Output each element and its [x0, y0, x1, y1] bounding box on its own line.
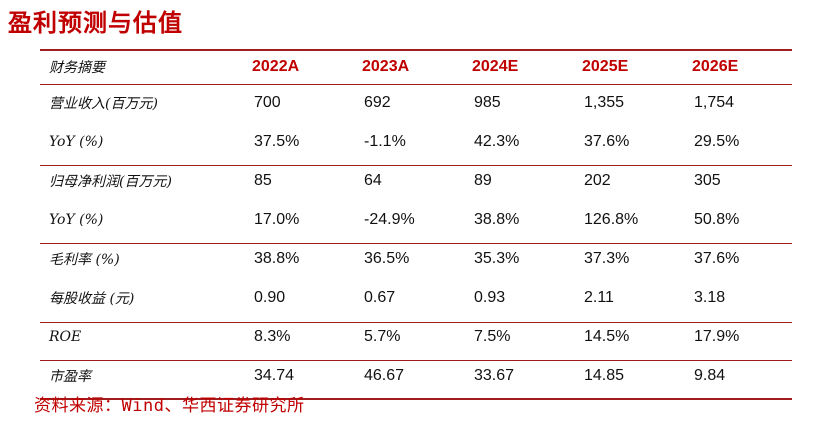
- table-cell: 14.85: [584, 366, 625, 384]
- row-label: 每股收益 (元): [49, 290, 135, 307]
- table-cell: 692: [364, 93, 391, 111]
- table-cell: 3.18: [694, 288, 726, 306]
- table-cell: 0.90: [254, 288, 286, 306]
- table-row-eps: 每股收益 (元) 0.90 0.67 0.93 2.11 3.18: [40, 278, 792, 317]
- table-bottom-rule: [40, 398, 792, 400]
- table-cell: 14.5%: [584, 327, 630, 345]
- row-label: 市盈率: [49, 368, 91, 385]
- table-cell: 85: [254, 171, 272, 189]
- source-note: 资料来源：Wind、华西证券研究所: [34, 396, 305, 416]
- table-cell: 37.6%: [584, 132, 630, 150]
- table-row-roe: ROE 8.3% 5.7% 7.5% 14.5% 17.9%: [40, 317, 792, 356]
- table-cell: 37.3%: [584, 249, 630, 267]
- table-cell: 305: [694, 171, 721, 189]
- row-label: ROE: [49, 328, 82, 345]
- table-cell: 0.93: [474, 288, 506, 306]
- row-label: YoY (%): [49, 133, 104, 150]
- table-cell: 2.11: [584, 288, 614, 306]
- table-cell: 29.5%: [694, 132, 740, 150]
- table-cell: 36.5%: [364, 249, 410, 267]
- table-cell: 38.8%: [474, 210, 520, 228]
- table-cell: 37.6%: [694, 249, 740, 267]
- row-label: YoY (%): [49, 211, 104, 228]
- table-cell: -1.1%: [364, 132, 406, 150]
- financial-summary-table: 财务摘要 2022A 2023A 2024E 2025E 2026E 营业收入(…: [40, 51, 792, 395]
- table-cell: 17.9%: [694, 327, 740, 345]
- table-cell: 985: [474, 93, 501, 111]
- header-label: 财务摘要: [49, 60, 105, 76]
- table-cell: 9.84: [694, 366, 726, 384]
- table-row-gross-margin: 毛利率 (%) 38.8% 36.5% 35.3% 37.3% 37.6%: [40, 239, 792, 278]
- table-cell: 37.5%: [254, 132, 300, 150]
- table-cell: 64: [364, 171, 382, 189]
- group-divider-4: [40, 360, 792, 361]
- table-cell: 8.3%: [254, 327, 291, 345]
- table-cell: -24.9%: [364, 210, 415, 228]
- group-divider-3: [40, 322, 792, 323]
- table-cell: 35.3%: [474, 249, 520, 267]
- year-header: 2022A: [252, 58, 300, 75]
- table-row-revenue: 营业收入(百万元) 700 692 985 1,355 1,754: [40, 83, 792, 122]
- year-header: 2023A: [362, 58, 410, 75]
- table-cell: 34.74: [254, 366, 295, 384]
- row-label: 归母净利润(百万元): [49, 173, 172, 190]
- group-divider-2: [40, 243, 792, 244]
- table-top-rule: [40, 49, 792, 51]
- table-cell: 33.67: [474, 366, 515, 384]
- table-cell: 1,355: [584, 93, 625, 111]
- year-header: 2024E: [472, 58, 519, 75]
- header-divider: [40, 84, 792, 85]
- table-cell: 46.67: [364, 366, 405, 384]
- table-row-net-profit-yoy: YoY (%) 17.0% -24.9% 38.8% 126.8% 50.8%: [40, 200, 792, 239]
- row-label: 毛利率 (%): [49, 251, 120, 268]
- table-cell: 202: [584, 171, 611, 189]
- table-cell: 38.8%: [254, 249, 300, 267]
- page-title: 盈利预测与估值: [8, 8, 183, 37]
- table-cell: 50.8%: [694, 210, 740, 228]
- table-cell: 42.3%: [474, 132, 520, 150]
- table-cell: 17.0%: [254, 210, 300, 228]
- group-divider-1: [40, 165, 792, 166]
- table-row-net-profit: 归母净利润(百万元) 85 64 89 202 305: [40, 161, 792, 200]
- year-header: 2026E: [692, 58, 739, 75]
- table-cell: 89: [474, 171, 492, 189]
- table-cell: 1,754: [694, 93, 735, 111]
- year-header: 2025E: [582, 58, 629, 75]
- table-cell: 0.67: [364, 288, 396, 306]
- table-cell: 126.8%: [584, 210, 639, 228]
- table-header-row: 财务摘要 2022A 2023A 2024E 2025E 2026E: [40, 51, 792, 83]
- table-cell: 7.5%: [474, 327, 511, 345]
- table-row-revenue-yoy: YoY (%) 37.5% -1.1% 42.3% 37.6% 29.5%: [40, 122, 792, 161]
- table-cell: 5.7%: [364, 327, 401, 345]
- table-row-pe: 市盈率 34.74 46.67 33.67 14.85 9.84: [40, 356, 792, 395]
- table-cell: 700: [254, 93, 281, 111]
- row-label: 营业收入(百万元): [49, 95, 158, 112]
